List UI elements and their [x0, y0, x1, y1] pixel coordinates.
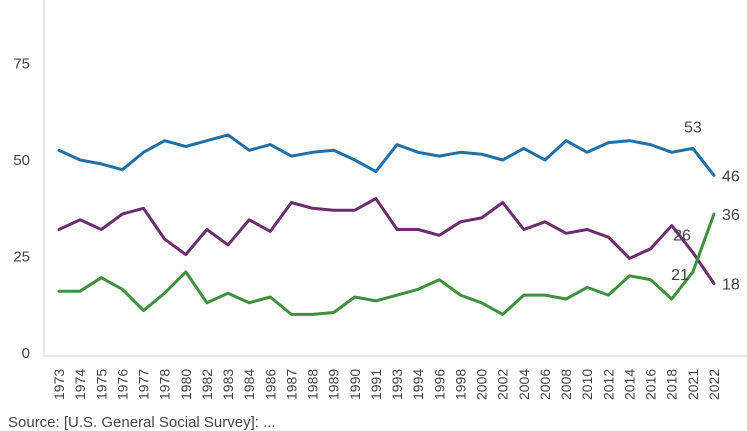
data-label: 18 — [722, 277, 740, 294]
x-tick-label: 1973 — [51, 369, 67, 400]
series-1-line — [57, 197, 716, 285]
data-label: 21 — [671, 267, 689, 284]
x-tick-label: 2021 — [685, 369, 701, 400]
x-tick-label: 1978 — [157, 369, 173, 400]
x-tick-label: 1983 — [220, 369, 236, 400]
x-tick-label: 1989 — [326, 369, 342, 400]
x-tick-label: 1998 — [452, 369, 468, 400]
series-2-line — [57, 212, 716, 316]
x-tick-label: 1996 — [431, 369, 447, 400]
x-tick-label: 1993 — [389, 369, 405, 400]
x-tick-label: 1982 — [199, 369, 215, 400]
x-tick-label: 1988 — [305, 369, 321, 400]
x-tick-label: 2002 — [495, 369, 511, 400]
x-tick-label: 1987 — [283, 369, 299, 400]
x-tick-label: 2010 — [579, 369, 595, 400]
x-tick-label: 1974 — [72, 369, 88, 400]
x-tick-label: 1986 — [262, 369, 278, 400]
data-label: 36 — [722, 207, 740, 224]
x-tick-label: 1975 — [93, 369, 109, 400]
x-tick-label: 2018 — [664, 369, 680, 400]
y-axis-ticks: 0 25 50 75 — [13, 56, 30, 363]
series-lines — [57, 133, 716, 316]
x-tick-label: 2006 — [537, 369, 553, 400]
y-tick-label: 75 — [13, 56, 30, 73]
x-tick-label: 1976 — [114, 369, 130, 400]
x-tick-label: 1984 — [241, 369, 257, 400]
x-tick-label: 2012 — [600, 369, 616, 400]
data-label: 53 — [684, 119, 702, 136]
x-tick-label: 1980 — [178, 369, 194, 400]
series-0-line — [57, 133, 716, 177]
y-tick-label: 25 — [13, 249, 30, 266]
y-tick-label: 0 — [22, 345, 30, 362]
x-tick-label: 1977 — [136, 369, 152, 400]
x-tick-label: 2000 — [474, 369, 490, 400]
source-note: Source: [U.S. General Social Survey]: ..… — [8, 414, 276, 431]
y-tick-label: 50 — [13, 152, 30, 169]
x-tick-label: 2014 — [621, 369, 637, 400]
data-label: 26 — [673, 228, 691, 245]
x-tick-label: 1994 — [410, 369, 426, 400]
x-tick-label: 2016 — [643, 369, 659, 400]
x-axis-ticks: 1973 1974 1975 1976 1977 1978 1980 1982 1983 1984… — [51, 369, 722, 400]
x-tick-label: 2022 — [706, 369, 722, 400]
x-tick-label: 2008 — [558, 369, 574, 400]
data-labels: 53 46 26 18 21 36 — [671, 119, 740, 293]
data-label: 46 — [722, 168, 740, 185]
x-tick-label: 1991 — [368, 369, 384, 400]
x-tick-label: 2004 — [516, 369, 532, 400]
x-tick-label: 1990 — [347, 369, 363, 400]
